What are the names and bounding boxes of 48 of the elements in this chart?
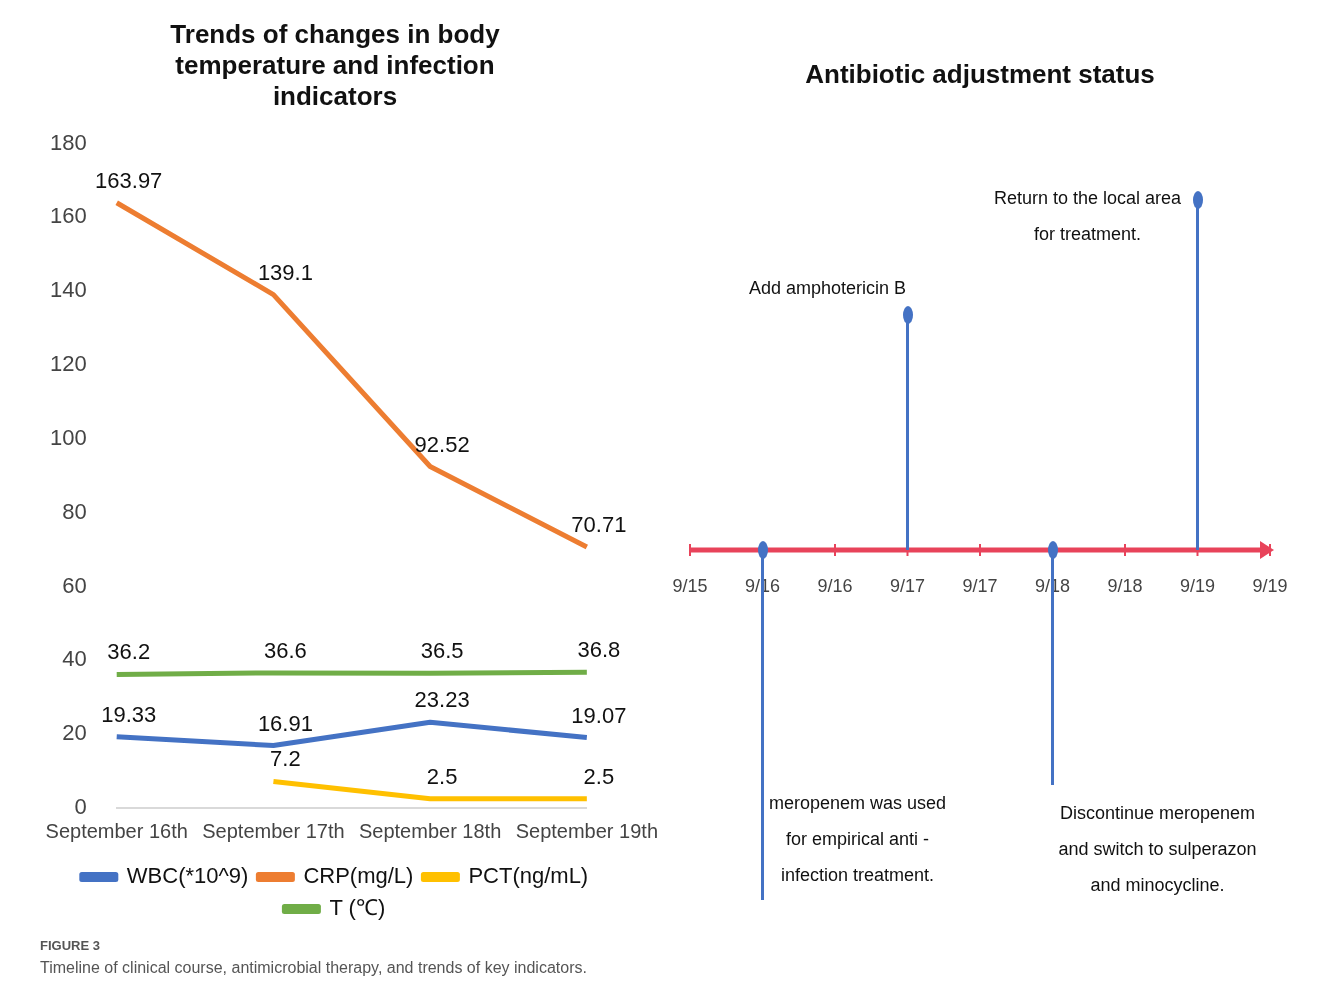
x-tick-label: September 16th — [45, 819, 188, 842]
data-label: 23.23 — [414, 687, 470, 713]
caption: FIGURE 3 — [40, 938, 101, 953]
chart-title: Trends of changes in body temperature and infection indicators — [170, 18, 501, 112]
text: Add amphotericin B — [748, 277, 907, 298]
category-label: 9/19 — [1252, 575, 1288, 596]
text: Return to the local area for treatment. — [993, 187, 1183, 244]
data-label: 36.6 — [264, 637, 307, 663]
y-tick-label: 120 — [49, 351, 87, 377]
legend-label: PCT(ng/mL) — [468, 863, 589, 889]
category-label: 9/15 — [672, 575, 708, 596]
data-label: 19.33 — [101, 701, 157, 727]
x-tick-label: September 19th — [515, 819, 659, 842]
data-label: 36.2 — [107, 639, 151, 665]
text: meropenem was used for empirical anti - infection treatment. — [768, 792, 947, 885]
data-label: 19.07 — [571, 702, 627, 728]
category-label: 9/18 — [1107, 575, 1143, 596]
category-label: 9/17 — [889, 575, 926, 596]
category-label: 9/19 — [1179, 575, 1216, 596]
x-tick-label: September 17th — [202, 819, 345, 842]
data-label: 7.2 — [270, 746, 301, 772]
x-tick-label: September 18th — [358, 819, 502, 842]
data-label: 163.97 — [95, 167, 163, 193]
y-tick-label: 160 — [49, 203, 87, 229]
data-label: 2.5 — [426, 763, 458, 789]
y-tick-label: 20 — [62, 720, 87, 746]
legend-label: CRP(mg/L) — [303, 863, 414, 889]
y-tick-label: 40 — [62, 646, 87, 672]
text: Antibiotic adjustment status — [805, 58, 1155, 89]
legend-label: T (℃) — [329, 895, 386, 921]
text: Timeline of clinical course, antimicrobial therapy, and trends of key indicators. — [40, 959, 587, 977]
text: Discontinue meropenem and switch to sulperazon and minocycline. — [1058, 802, 1257, 895]
y-tick-label: 180 — [49, 129, 87, 155]
data-label: 70.71 — [571, 512, 627, 538]
data-label: 36.8 — [577, 637, 621, 663]
data-label: 139.1 — [257, 259, 313, 285]
y-tick-label: 100 — [49, 424, 87, 450]
y-tick-label: 80 — [62, 498, 87, 524]
y-tick-label: 60 — [62, 572, 87, 598]
data-label: 2.5 — [583, 763, 615, 789]
legend-label: WBC(*10^9) — [126, 863, 249, 889]
category-label: 9/16 — [817, 575, 853, 596]
category-label: 9/17 — [962, 575, 998, 596]
data-label: 36.5 — [420, 638, 464, 664]
y-tick-label: 140 — [49, 277, 87, 303]
y-tick-label: 0 — [74, 794, 87, 820]
data-label: 92.52 — [414, 431, 470, 457]
data-label: 16.91 — [257, 710, 313, 736]
